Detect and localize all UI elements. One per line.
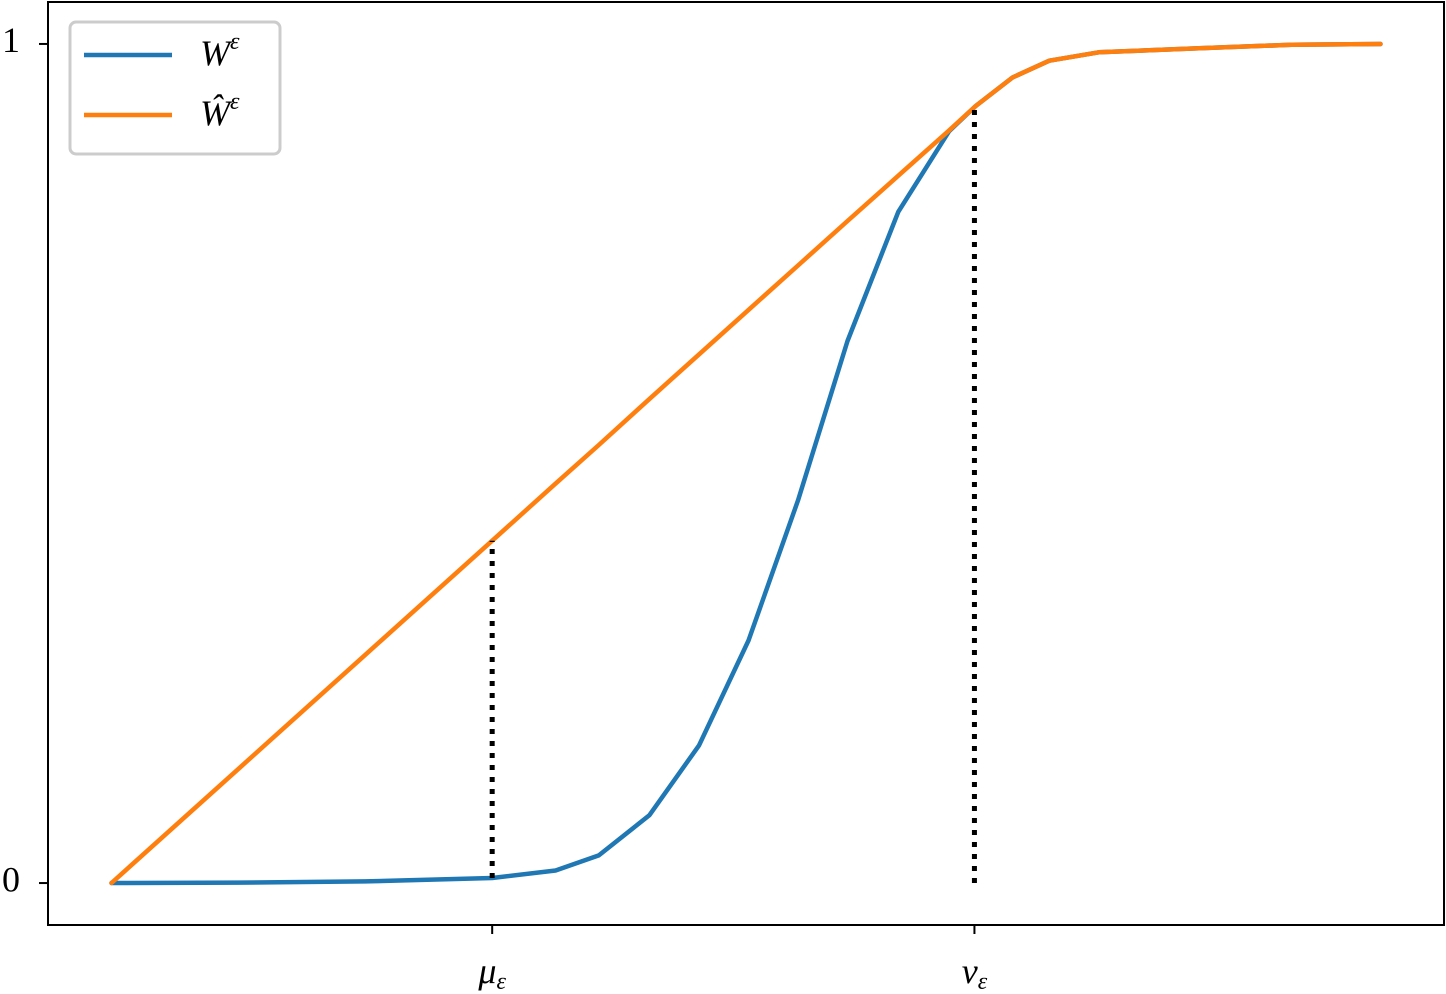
line-series [109,41,1383,886]
legend: Wε Ŵε [68,20,282,156]
y-tick-label: 0 [2,859,20,899]
line-series [109,41,1383,886]
legend-label: Wε [200,29,240,74]
legend-label: Ŵε [200,89,240,134]
legend-box [68,20,282,156]
x-tick-label: με [477,951,506,994]
y-tick-label: 1 [2,20,20,60]
axes-frame [47,1,1445,926]
x-tick-label: νε [962,951,988,994]
